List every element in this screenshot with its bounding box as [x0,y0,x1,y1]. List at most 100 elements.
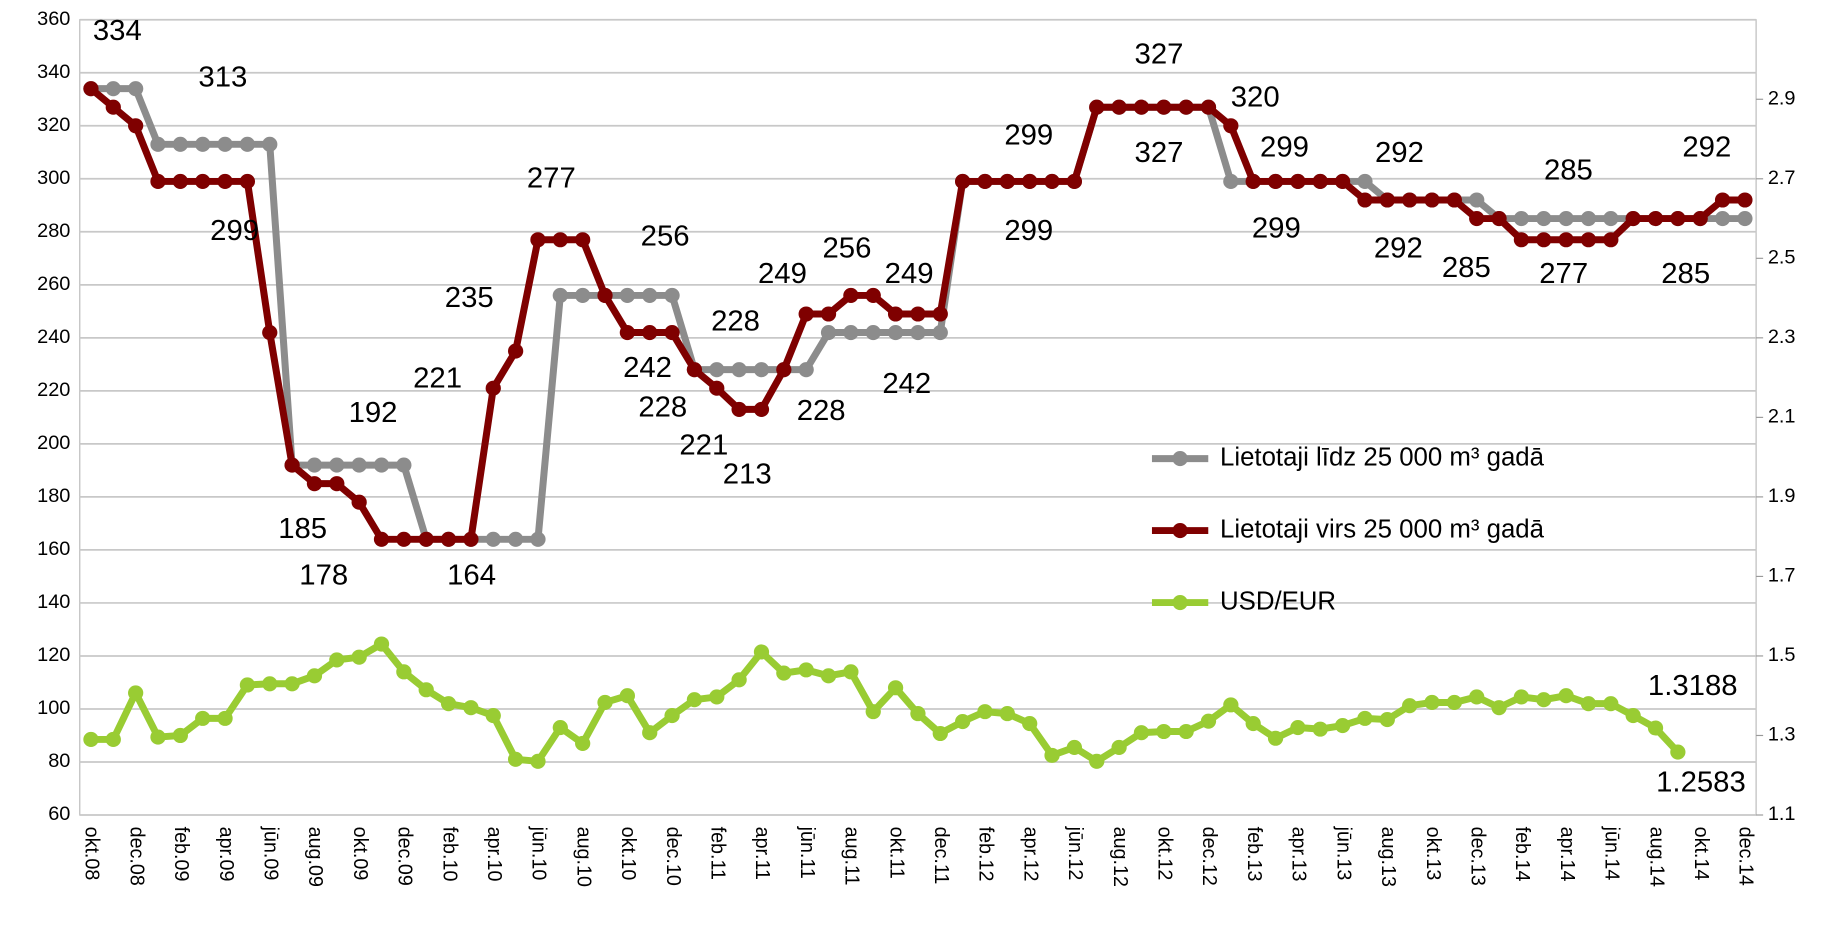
point [485,708,501,724]
point [1714,192,1731,208]
y-tick-label: 160 [37,538,70,560]
point [306,668,323,684]
y2-tick-label: 2.3 [1768,326,1796,348]
data-label: 277 [1539,258,1588,290]
point [843,324,859,341]
point [776,362,792,378]
point [1491,211,1507,227]
point [977,704,993,720]
x-tick-label: apr.13 [1288,827,1310,882]
legend-label: Lietotaji virs 25 000 m³ gadā [1220,515,1545,543]
y2-tick-label: 2.7 [1768,167,1796,189]
point [1536,232,1552,248]
x-tick-label: okt.13 [1422,827,1444,881]
point [887,680,904,696]
point [1513,689,1530,705]
point [1402,698,1418,714]
x-tick-label: aug.14 [1645,827,1667,887]
point [664,287,680,303]
point [396,664,412,680]
x-tick-label: okt.11 [885,827,907,879]
point [1267,730,1284,746]
x-tick-label: aug.10 [572,827,594,887]
data-label: 249 [758,258,807,290]
point [955,714,971,730]
point [507,343,524,359]
x-tick-label: aug.12 [1109,827,1131,887]
point [575,287,591,303]
y2-tick-label: 1.1 [1768,803,1796,825]
x-tick-label: apr.11 [751,827,773,880]
y-tick-label: 200 [37,432,70,454]
point [150,136,166,152]
data-label: 221 [679,430,728,462]
point [1200,713,1217,729]
point [105,81,121,97]
data-label: 327 [1135,137,1184,169]
point [1089,753,1105,769]
point [1625,211,1641,227]
point [664,708,680,724]
point [642,725,658,741]
point [128,685,144,701]
point [507,751,524,767]
point [1200,99,1217,115]
point [1558,211,1574,227]
x-tick-label: apr.12 [1019,827,1041,882]
point [1312,173,1328,189]
point [373,531,390,547]
point [1469,211,1485,227]
data-label: 299 [1004,215,1053,247]
x-tick-label: jūn.10 [528,826,550,881]
point [887,324,904,341]
point [239,136,256,152]
point [1357,192,1373,208]
x-tick-label: aug.13 [1377,827,1399,887]
point [1245,716,1261,732]
x-tick-label: dec.13 [1466,827,1488,886]
x-tick-label: okt.14 [1690,827,1712,881]
point [396,457,412,473]
x-tick-label: okt.12 [1154,827,1176,881]
point [731,672,747,688]
point [105,731,121,748]
point [910,706,926,722]
point [887,306,904,322]
point [1737,211,1753,227]
point [418,531,434,547]
y-tick-label: 280 [37,220,70,242]
point [1379,192,1395,208]
y-tick-label: 60 [48,803,70,825]
point [1603,232,1619,248]
data-label: 213 [723,459,772,491]
point [1066,739,1083,755]
data-label: 249 [885,258,934,290]
point [932,725,948,742]
point [798,362,814,378]
point [664,324,680,341]
point [1513,211,1530,227]
point [396,531,412,547]
legend-marker [1172,451,1188,467]
x-tick-label: jūn.12 [1064,826,1086,881]
point [83,81,99,97]
data-label: 1.3188 [1648,670,1738,702]
point [440,696,457,712]
x-tick-label: dec.09 [394,827,416,886]
point [1424,694,1440,711]
point [820,324,837,341]
point [843,287,859,303]
point [1312,721,1328,737]
x-tick-label: aug.09 [304,827,326,887]
point [463,531,479,547]
point [843,664,859,680]
data-label: 292 [1374,232,1423,264]
data-label: 242 [882,368,931,400]
point [262,676,278,692]
legend-label: USD/EUR [1220,587,1336,615]
data-label: 299 [1260,131,1309,163]
point [195,710,211,726]
y-tick-label: 240 [37,326,70,348]
point [351,457,367,473]
